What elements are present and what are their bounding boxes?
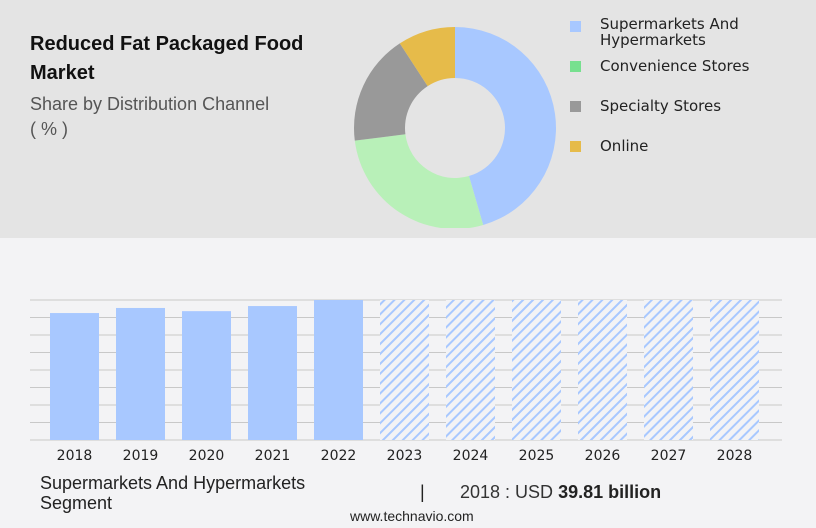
segment-line1: Supermarkets And Hypermarkets [40, 473, 306, 493]
x-tick-label: 2021 [255, 448, 291, 464]
subtitle-text: Share by Distribution Channel [30, 94, 270, 114]
legend-label: Online [600, 137, 649, 155]
chart-title: Reduced Fat Packaged Food Market [30, 33, 304, 84]
x-tick-label: 2023 [387, 448, 423, 464]
bar-forecast-2026 [578, 300, 627, 440]
bar-forecast-2023 [380, 300, 429, 440]
x-tick-label: 2025 [519, 448, 555, 464]
bar-forecast-2025 [512, 300, 561, 440]
legend-label: Specialty Stores [600, 97, 722, 115]
legend: Supermarkets And Hypermarkets Convenienc… [570, 14, 810, 164]
highlight-prefix: 2018 : USD [460, 482, 554, 502]
separator: | [420, 482, 425, 502]
bar-2019 [116, 307, 165, 440]
donut-slice [354, 134, 484, 228]
bar-forecast-2027 [644, 300, 693, 440]
x-tick-label: 2028 [717, 448, 753, 464]
x-tick-label: 2024 [453, 448, 489, 464]
x-tick-label: 2020 [189, 448, 225, 464]
bar-2021 [248, 306, 297, 440]
legend-item: Convenience Stores [570, 56, 810, 90]
chart-subtitle: Share by Distribution Channel ( % ) [30, 92, 269, 142]
highlight-value: 2018 : USD 39.81 billion [460, 482, 661, 503]
segment-line2: Segment [40, 493, 113, 513]
highlight-number: 39.81 billion [558, 482, 662, 502]
bar-forecast-2024 [446, 300, 495, 440]
legend-swatch [570, 101, 581, 112]
unit-text: ( % ) [30, 119, 68, 139]
legend-swatch [570, 141, 581, 152]
legend-item: Online [570, 136, 810, 170]
footer-url: www.technavio.com [350, 508, 474, 524]
donut-slice [455, 27, 556, 225]
donut-slice [353, 43, 428, 141]
bar-2020 [182, 311, 231, 440]
legend-item: Supermarkets And Hypermarkets [570, 16, 810, 50]
legend-label: Convenience Stores [600, 57, 750, 75]
bar-forecast-2028 [710, 300, 759, 440]
segment-label: Supermarkets And Hypermarkets Segment [40, 473, 305, 513]
x-tick-label: 2026 [585, 448, 621, 464]
x-tick-label: 2018 [57, 448, 93, 464]
bar-2018 [50, 313, 99, 440]
legend-item: Specialty Stores [570, 96, 810, 130]
x-tick-label: 2027 [651, 448, 687, 464]
x-tick-label: 2019 [123, 448, 159, 464]
donut-slice [399, 27, 455, 87]
bar-2022 [314, 300, 363, 440]
legend-swatch [570, 21, 581, 32]
legend-swatch [570, 61, 581, 72]
x-tick-label: 2022 [321, 448, 357, 464]
legend-label: Supermarkets And Hypermarkets [600, 15, 739, 49]
